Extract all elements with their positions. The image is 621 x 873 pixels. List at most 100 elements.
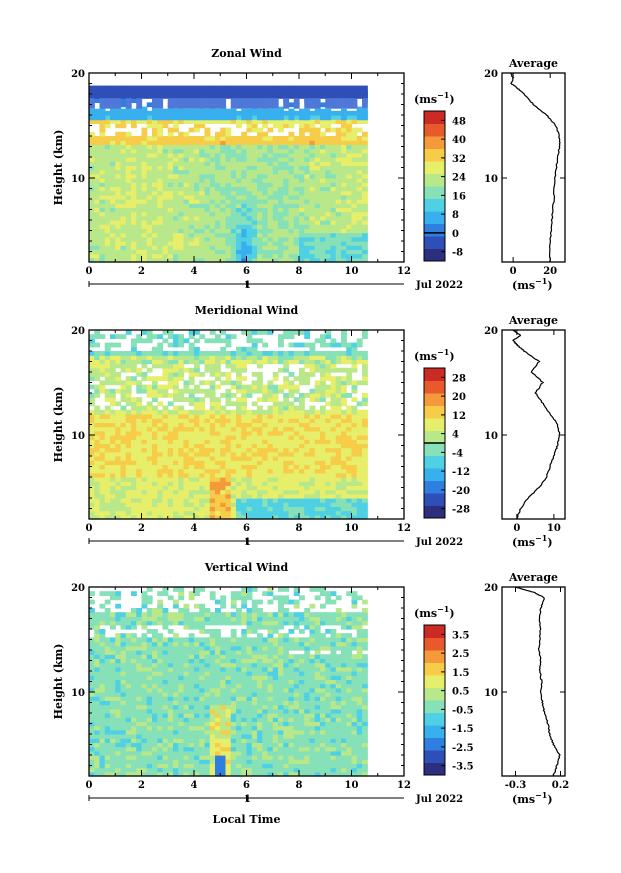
heat-cell	[178, 224, 185, 229]
heat-cell	[99, 207, 106, 213]
heat-cell	[104, 746, 111, 752]
heat-cell	[188, 388, 195, 394]
heat-cell	[309, 136, 316, 141]
heat-cell	[272, 372, 279, 377]
heat-cell	[199, 334, 206, 339]
heat-cell	[188, 342, 195, 348]
heat-cell	[115, 435, 122, 440]
heat-cell	[131, 439, 137, 444]
heat-cell	[178, 514, 185, 520]
heat-cell	[309, 190, 316, 196]
heat-cell	[146, 418, 153, 423]
heat-cell	[141, 169, 148, 175]
heat-cell	[341, 468, 347, 474]
heat-cell	[209, 215, 216, 221]
heat-cell	[230, 430, 237, 436]
heat-cell	[162, 194, 169, 200]
heat-cell	[267, 502, 274, 507]
heat-cell	[267, 409, 274, 415]
heat-cell	[225, 211, 232, 217]
heat-cell	[241, 414, 248, 419]
heat-cell	[230, 182, 237, 187]
heat-cell	[131, 481, 137, 486]
heat-cell	[220, 169, 227, 175]
heat-cell	[320, 355, 326, 360]
heat-cell	[157, 157, 164, 162]
heat-cell	[288, 460, 295, 465]
heat-cell	[209, 85, 216, 91]
heat-cell	[94, 687, 101, 693]
heat-cell	[356, 506, 363, 512]
heat-cell	[267, 161, 274, 166]
heat-cell	[188, 85, 195, 91]
colorbar-tick-label: 24	[452, 173, 466, 184]
heat-cell	[278, 157, 284, 162]
heat-cell	[141, 624, 148, 630]
heat-cell	[110, 236, 116, 242]
heat-cell	[173, 232, 179, 238]
heat-cell	[262, 215, 269, 221]
heat-cell	[314, 245, 321, 250]
heat-cell	[125, 767, 132, 773]
heat-cell	[178, 372, 185, 377]
heat-cell	[120, 414, 127, 419]
heat-cell	[131, 738, 137, 743]
heat-cell	[152, 161, 158, 166]
y-axis-label: Height (km)	[52, 387, 65, 463]
heat-cell	[136, 451, 143, 457]
heat-cell	[272, 236, 279, 242]
heat-cell	[125, 654, 132, 659]
heat-cell	[162, 157, 169, 162]
heat-cell	[183, 451, 190, 457]
heat-cell	[204, 241, 211, 246]
heat-cell	[330, 220, 337, 225]
heat-cell	[356, 380, 363, 386]
heat-cell	[194, 422, 200, 428]
heat-cell	[146, 430, 153, 436]
heat-cell	[356, 89, 363, 95]
heat-cell	[320, 376, 326, 381]
heat-cell	[220, 485, 227, 491]
heat-cell	[335, 98, 342, 109]
heat-cell	[120, 397, 127, 402]
heat-cell	[104, 734, 111, 739]
heat-cell	[146, 734, 153, 739]
heat-cell	[162, 506, 169, 512]
heat-cell	[320, 472, 326, 478]
heat-cell	[136, 620, 143, 626]
heat-cell	[288, 108, 295, 121]
heat-cell	[267, 173, 274, 179]
heat-cell	[152, 616, 158, 622]
heat-cell	[272, 418, 279, 423]
heat-cell	[293, 472, 300, 478]
heat-cell	[110, 443, 116, 449]
heat-cell	[173, 451, 179, 457]
heat-cell	[220, 502, 227, 507]
heat-cell	[362, 472, 368, 478]
heat-cell	[320, 89, 326, 95]
heat-cell	[178, 85, 185, 91]
heat-cell	[325, 190, 332, 196]
heat-cell	[356, 409, 363, 415]
heat-cell	[267, 144, 274, 150]
heat-cell	[199, 510, 206, 516]
heat-cell	[178, 397, 185, 402]
heat-cell	[309, 405, 316, 411]
heat-cell	[262, 108, 269, 121]
heat-cell	[267, 127, 274, 133]
heat-cell	[136, 228, 143, 234]
heat-cell	[335, 169, 342, 175]
heat-cell	[335, 173, 342, 179]
heat-cell	[131, 755, 137, 760]
heat-cell	[183, 98, 190, 109]
heat-cell	[199, 228, 206, 234]
heat-cell	[220, 380, 227, 386]
heat-cell	[89, 215, 95, 221]
heat-cell	[115, 460, 122, 465]
heat-cell	[115, 620, 122, 626]
heat-cell	[194, 148, 200, 154]
heat-cell	[220, 372, 227, 377]
heat-cell	[246, 173, 253, 179]
heat-cell	[251, 165, 258, 171]
heat-cell	[99, 629, 106, 634]
